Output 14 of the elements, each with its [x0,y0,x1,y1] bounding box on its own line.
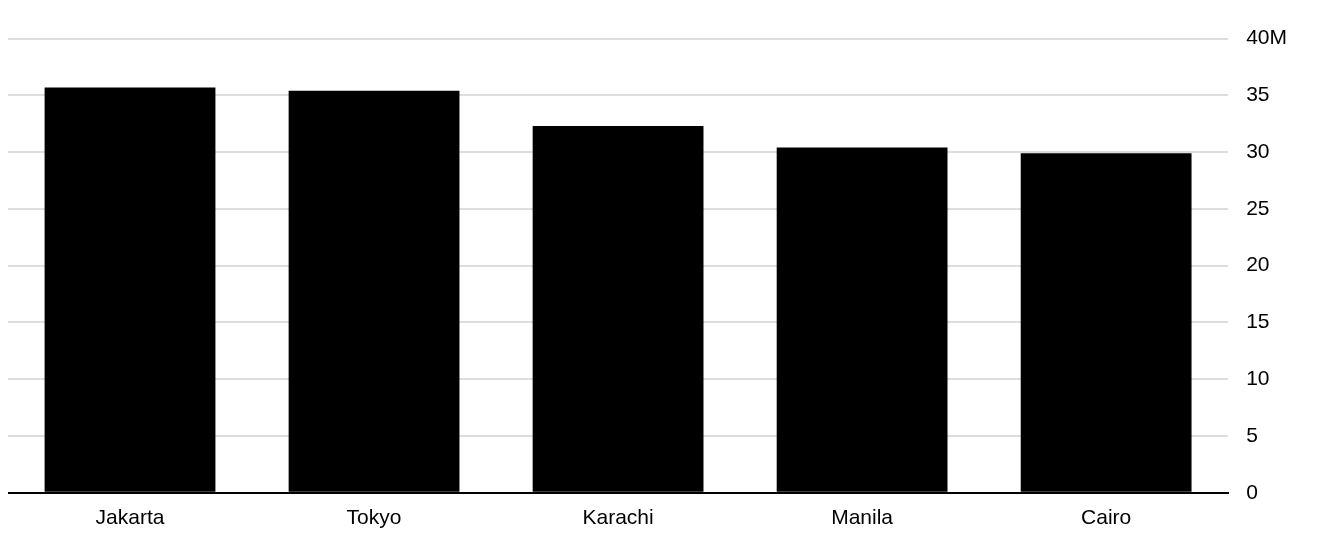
x-tick-label: Jakarta [95,505,165,529]
x-tick-label: Manila [831,505,894,529]
y-tick-label: 15 [1246,309,1270,333]
y-tick-label: 10 [1246,366,1270,390]
y-tick-label: 5 [1246,422,1258,446]
y-tick-label: 35 [1246,82,1270,106]
x-tick-label: Tokyo [346,505,402,529]
x-tick-label: Cairo [1081,505,1132,529]
y-tick-label: 0 [1246,479,1258,503]
y-tick-label: 25 [1246,195,1270,219]
y-tick-label: 30 [1246,138,1270,162]
y-tick-label: 40M [1246,25,1288,49]
y-tick-label: 20 [1246,252,1270,276]
x-tick-label: Karachi [582,505,654,529]
